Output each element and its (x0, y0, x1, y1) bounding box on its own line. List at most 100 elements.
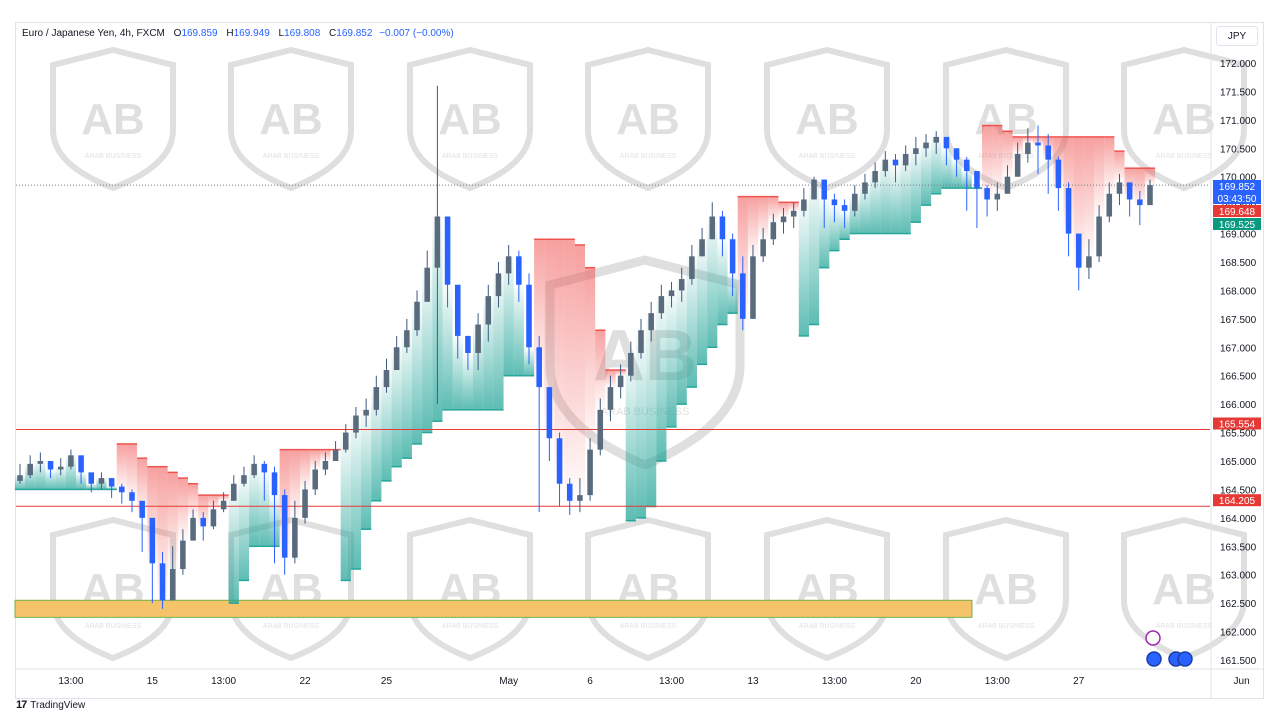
candle (556, 432, 563, 507)
trend-cloud-segment (391, 347, 402, 467)
price-badge-bg (1213, 218, 1261, 230)
candle (587, 438, 593, 501)
high-label: H (226, 28, 234, 39)
candle (37, 452, 44, 473)
watermark-logo-icon: AB (438, 95, 502, 144)
candle (159, 551, 166, 609)
trend-cloud-segment (198, 495, 209, 527)
trend-cloud-segment (859, 182, 871, 234)
candle (699, 227, 705, 257)
candle (1106, 182, 1113, 223)
candle-body (852, 193, 858, 211)
candle (607, 375, 614, 422)
candle-body (1025, 142, 1031, 154)
candle-body (984, 188, 990, 200)
trend-cloud-segment (147, 466, 158, 564)
candle (628, 341, 634, 382)
candle (363, 398, 369, 427)
candle-body (332, 449, 339, 461)
candle-body (709, 216, 716, 240)
y-axis-tick: 167.500 (1220, 315, 1257, 326)
watermark-text: ARAB BUSINESS (799, 623, 856, 630)
candle-body (139, 500, 145, 518)
symbol-title[interactable]: Euro / Japanese Yen, 4h, FXCM (22, 28, 165, 39)
candle (129, 489, 135, 513)
candle (220, 492, 227, 513)
trend-cloud-segment (371, 387, 382, 501)
trend-cloud-segment (45, 469, 56, 490)
x-axis-tick: 25 (381, 676, 393, 687)
tradingview-brand[interactable]: 17 TradingView (16, 699, 85, 711)
candle (617, 364, 624, 399)
trend-cloud-segment (228, 483, 239, 604)
currency-selector[interactable]: JPY (1216, 26, 1258, 46)
candle (444, 216, 451, 308)
trend-cloud-segment (819, 199, 830, 268)
candle-body (251, 463, 257, 476)
watermark-text: ARAB BUSINESS (1156, 153, 1213, 160)
y-axis-tick: 165.500 (1220, 429, 1257, 440)
candle (943, 136, 950, 166)
candle (963, 156, 970, 211)
x-axis-tick: May (499, 676, 518, 687)
candle (882, 151, 889, 177)
trend-cloud-segment (350, 415, 362, 570)
candle-body (169, 569, 176, 601)
candle (1004, 165, 1011, 194)
candle-body (485, 296, 492, 325)
candle-body (1045, 145, 1051, 160)
change-value: −0.007 (−0.00%) (379, 28, 454, 39)
trend-cloud-segment (167, 472, 178, 570)
watermark-logo-icon: AB (795, 95, 859, 144)
candle-body (1065, 188, 1072, 234)
candle-body (913, 148, 919, 154)
candle (1126, 182, 1133, 217)
candle-body (953, 148, 960, 160)
candle-body (1106, 193, 1113, 217)
candle (251, 455, 257, 479)
candle (780, 207, 787, 234)
candle-body (231, 483, 237, 501)
candle (495, 262, 502, 308)
candle-body (302, 489, 308, 518)
trend-cloud-segment (1114, 151, 1125, 183)
candle-body (261, 463, 268, 473)
candle-body (1035, 142, 1041, 146)
trend-cloud-segment (992, 125, 1003, 194)
tradingview-label: TradingView (30, 699, 86, 711)
candle-body (404, 330, 410, 348)
candle-body (363, 409, 369, 416)
candle (454, 284, 461, 359)
price-badge-bg (1213, 205, 1261, 217)
candle (281, 489, 288, 575)
trend-cloud-segment (534, 239, 545, 388)
economic-event-icon (1146, 651, 1162, 667)
chart-frame[interactable] (15, 22, 1264, 699)
y-axis-tick: 169.000 (1220, 230, 1257, 241)
trend-cloud-segment (941, 148, 952, 189)
candle-body (923, 142, 929, 149)
candle (231, 475, 237, 501)
candle-body (78, 455, 84, 473)
trend-cloud-segment (187, 483, 199, 518)
trend-cloud-segment (289, 449, 300, 518)
candle (790, 202, 797, 228)
candle-body (943, 136, 950, 149)
y-axis-tick: 167.000 (1220, 343, 1257, 354)
candle (1096, 205, 1102, 262)
chart-legend: Euro / Japanese Yen, 4h, FXCM O169.859 H… (22, 28, 454, 39)
candle (760, 227, 766, 262)
candle (342, 424, 349, 453)
candle-body (434, 216, 441, 268)
candle-body (373, 387, 380, 410)
candle-body (1086, 256, 1092, 268)
candle-body (740, 273, 746, 319)
candle-body (465, 335, 471, 353)
watermark-shield-icon (764, 46, 890, 192)
candle (261, 461, 268, 501)
candle (689, 244, 695, 285)
candle-body (801, 199, 807, 211)
candle (149, 517, 156, 604)
trend-cloud-segment (249, 463, 260, 547)
